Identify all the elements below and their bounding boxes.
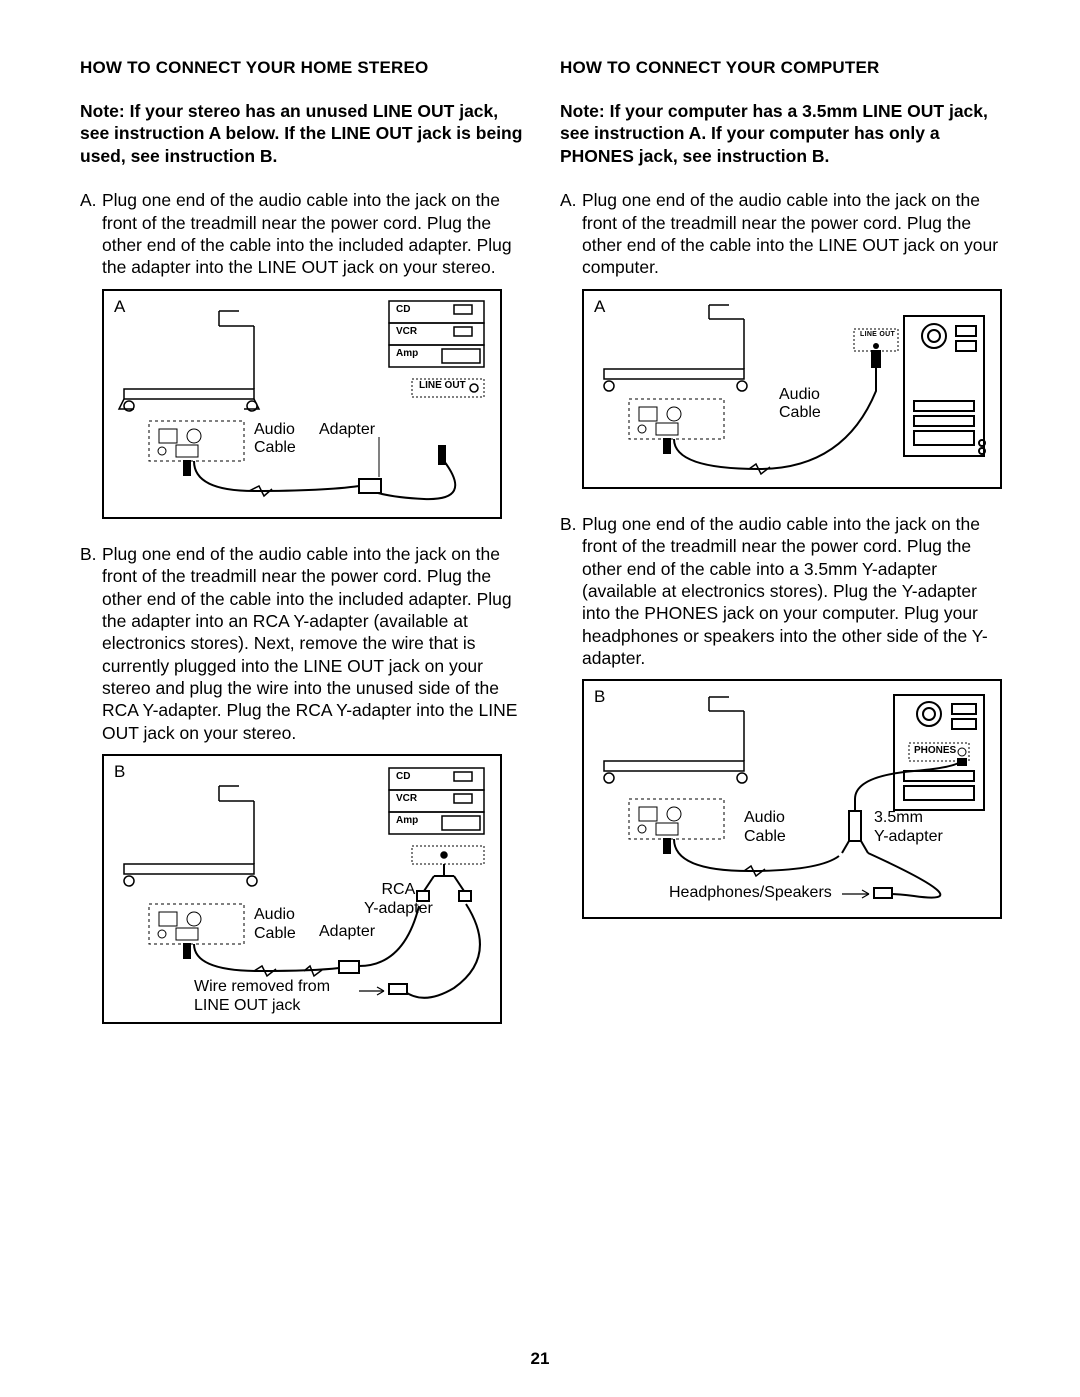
step-text: Plug one end of the audio cable into the… (582, 189, 1010, 279)
figure-label: B (114, 762, 125, 782)
figure-label: B (594, 687, 605, 707)
audio-cable-label: Audio Cable (254, 421, 296, 458)
audio-cable-label: Audio Cable (744, 809, 786, 846)
two-column-layout: HOW TO CONNECT YOUR HOME STEREO Note: If… (80, 58, 1010, 1048)
left-figure-a: A (102, 289, 502, 519)
amp-label: Amp (396, 815, 418, 827)
amp-label: Amp (396, 348, 418, 360)
left-title: HOW TO CONNECT YOUR HOME STEREO (80, 58, 530, 78)
line-out-label: LINE OUT (419, 380, 466, 392)
diagram-computer-b (584, 681, 1000, 917)
page-number: 21 (0, 1349, 1080, 1369)
diagram-stereo-a (104, 291, 500, 517)
step-text: Plug one end of the audio cable into the… (102, 189, 530, 279)
audio-cable-label: Audio Cable (254, 906, 296, 943)
step-text: Plug one end of the audio cable into the… (582, 513, 1010, 670)
right-step-a: A. Plug one end of the audio cable into … (560, 189, 1010, 279)
left-note: Note: If your stereo has an unused LINE … (80, 100, 530, 167)
right-step-b: B. Plug one end of the audio cable into … (560, 513, 1010, 670)
right-column: HOW TO CONNECT YOUR COMPUTER Note: If yo… (560, 58, 1010, 1048)
right-title: HOW TO CONNECT YOUR COMPUTER (560, 58, 1010, 78)
wire-removed-label: Wire removed from LINE OUT jack (194, 978, 330, 1015)
vcr-label: VCR (396, 326, 417, 338)
cd-label: CD (396, 304, 410, 316)
step-letter: B. (80, 543, 102, 745)
step-text: Plug one end of the audio cable into the… (102, 543, 530, 745)
step-letter: B. (560, 513, 582, 670)
right-note: Note: If your computer has a 3.5mm LINE … (560, 100, 1010, 167)
left-step-a: A. Plug one end of the audio cable into … (80, 189, 530, 279)
cd-label: CD (396, 771, 410, 783)
vcr-label: VCR (396, 793, 417, 805)
phones-label: PHONES (914, 745, 956, 757)
line-out-label: LINE OUT (860, 331, 895, 339)
right-figure-b: B (582, 679, 1002, 919)
left-step-b: B. Plug one end of the audio cable into … (80, 543, 530, 745)
figure-label: A (114, 297, 125, 317)
step-letter: A. (80, 189, 102, 279)
figure-label: A (594, 297, 605, 317)
adapter-label: Adapter (319, 923, 375, 941)
headphones-label: Headphones/Speakers (669, 884, 832, 902)
step-letter: A. (560, 189, 582, 279)
right-figure-a: A (582, 289, 1002, 489)
left-figure-b: B (102, 754, 502, 1024)
left-column: HOW TO CONNECT YOUR HOME STEREO Note: If… (80, 58, 530, 1048)
audio-cable-label: Audio Cable (779, 386, 821, 423)
yadapter-label: 3.5mm Y-adapter (874, 809, 943, 846)
rca-label: RCA Y-adapter (364, 881, 433, 918)
adapter-label: Adapter (319, 421, 375, 439)
